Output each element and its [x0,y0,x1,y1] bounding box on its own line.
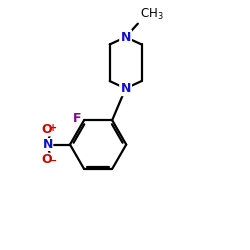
Text: N: N [120,30,131,44]
Text: F: F [72,112,81,125]
Text: +: + [49,123,58,133]
Text: CH$_3$: CH$_3$ [140,7,164,22]
Text: N: N [43,138,53,151]
Text: O: O [42,153,52,166]
Text: N: N [120,82,131,95]
Text: −: − [49,156,58,166]
Text: O: O [42,124,52,136]
